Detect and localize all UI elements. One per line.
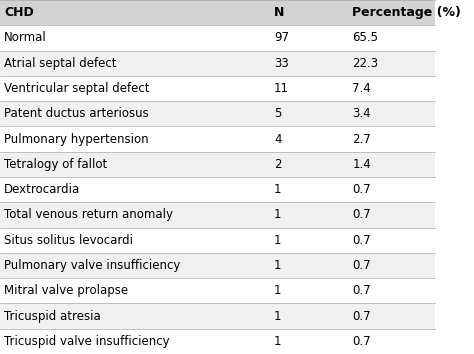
Text: 0.7: 0.7	[352, 309, 371, 322]
Text: Tricuspid valve insufficiency: Tricuspid valve insufficiency	[4, 335, 170, 348]
Text: Situs solitus levocardi: Situs solitus levocardi	[4, 234, 133, 247]
Text: 4: 4	[274, 132, 282, 145]
Text: N: N	[274, 6, 284, 19]
Text: 1: 1	[274, 335, 282, 348]
Bar	[0, 126, 435, 152]
Text: 1: 1	[274, 284, 282, 297]
Text: 1: 1	[274, 209, 282, 222]
Text: Pulmonary valve insufficiency: Pulmonary valve insufficiency	[4, 259, 181, 272]
Text: 22.3: 22.3	[352, 57, 378, 70]
Text: 0.7: 0.7	[352, 335, 371, 348]
Text: 65.5: 65.5	[352, 32, 378, 45]
Text: Mitral valve prolapse: Mitral valve prolapse	[4, 284, 128, 297]
Text: 0.7: 0.7	[352, 284, 371, 297]
Text: 2: 2	[274, 158, 282, 171]
Text: 1: 1	[274, 234, 282, 247]
Text: 1: 1	[274, 309, 282, 322]
Bar	[0, 0, 435, 25]
Text: 0.7: 0.7	[352, 209, 371, 222]
Text: Dextrocardia: Dextrocardia	[4, 183, 81, 196]
Bar	[0, 253, 435, 278]
Text: Percentage (%): Percentage (%)	[352, 6, 461, 19]
Bar	[0, 152, 435, 177]
Text: Normal: Normal	[4, 32, 47, 45]
Bar	[0, 329, 435, 354]
Text: 1.4: 1.4	[352, 158, 371, 171]
Text: 1: 1	[274, 259, 282, 272]
Text: Atrial septal defect: Atrial septal defect	[4, 57, 117, 70]
Text: 2.7: 2.7	[352, 132, 371, 145]
Text: Patent ductus arteriosus: Patent ductus arteriosus	[4, 107, 149, 120]
Bar	[0, 303, 435, 329]
Bar	[0, 101, 435, 126]
Text: 0.7: 0.7	[352, 234, 371, 247]
Text: 11: 11	[274, 82, 289, 95]
Bar	[0, 278, 435, 303]
Text: Tetralogy of fallot: Tetralogy of fallot	[4, 158, 108, 171]
Text: Tricuspid atresia: Tricuspid atresia	[4, 309, 101, 322]
Bar	[0, 202, 435, 228]
Text: Ventricular septal defect: Ventricular septal defect	[4, 82, 150, 95]
Bar	[0, 76, 435, 101]
Text: 97: 97	[274, 32, 289, 45]
Text: 5: 5	[274, 107, 282, 120]
Text: Total venous return anomaly: Total venous return anomaly	[4, 209, 173, 222]
Text: 7.4: 7.4	[352, 82, 371, 95]
Bar	[0, 51, 435, 76]
Text: 1: 1	[274, 183, 282, 196]
Bar	[0, 177, 435, 202]
Text: 0.7: 0.7	[352, 259, 371, 272]
Text: CHD: CHD	[4, 6, 34, 19]
Text: 33: 33	[274, 57, 289, 70]
Bar	[0, 25, 435, 51]
Text: Pulmonary hypertension: Pulmonary hypertension	[4, 132, 149, 145]
Text: 3.4: 3.4	[352, 107, 371, 120]
Text: 0.7: 0.7	[352, 183, 371, 196]
Bar	[0, 228, 435, 253]
